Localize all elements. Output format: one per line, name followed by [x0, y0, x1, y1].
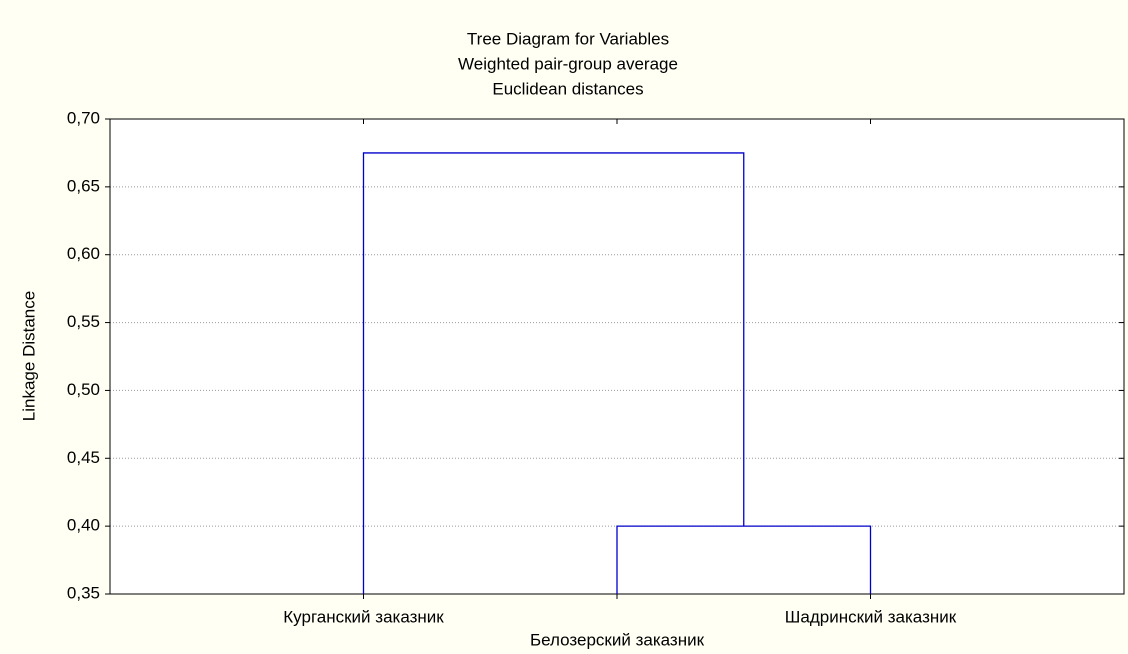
x-tick-label: Белозерский заказник: [530, 630, 705, 649]
dendrogram-link: [616, 525, 872, 594]
chart-subtitle: Euclidean distances: [492, 79, 643, 98]
y-axis-label: Linkage Distance: [19, 291, 38, 421]
y-tick-label: 0,45: [67, 448, 100, 467]
y-tick-label: 0,60: [67, 244, 100, 263]
y-tick-label: 0,50: [67, 380, 100, 399]
x-tick-label: Курганский заказник: [283, 607, 444, 626]
plot-area: [110, 119, 1124, 594]
y-tick-label: 0,55: [67, 312, 100, 331]
y-tick-label: 0,70: [67, 108, 100, 127]
chart-subtitle: Weighted pair-group average: [458, 54, 678, 73]
dendrogram-link: [362, 152, 745, 594]
y-tick-label: 0,35: [67, 583, 100, 602]
y-tick-label: 0,65: [67, 176, 100, 195]
chart-title: Tree Diagram for Variables: [467, 29, 669, 48]
x-tick-label: Шадринский заказник: [785, 607, 957, 626]
y-tick-label: 0,40: [67, 516, 100, 535]
